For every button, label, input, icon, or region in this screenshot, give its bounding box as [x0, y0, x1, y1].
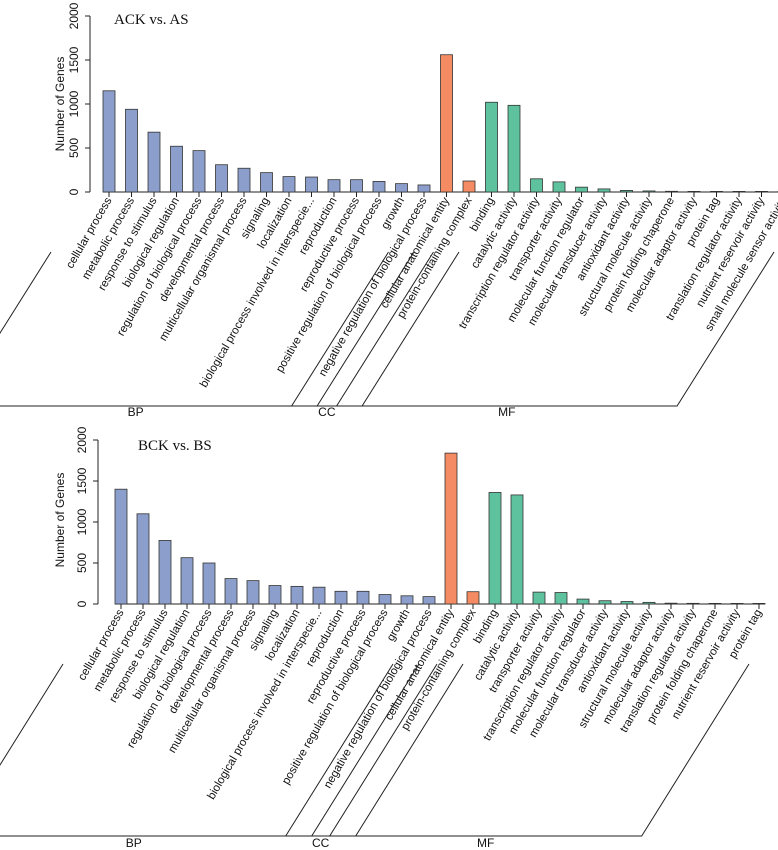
y-tick-label: 1000: [67, 90, 81, 117]
y-tick-label: 1500: [67, 46, 81, 73]
bar: [378, 594, 392, 605]
group-label: MF: [498, 405, 515, 419]
bar: [462, 180, 476, 193]
bar: [664, 602, 678, 605]
group-label: BP: [126, 836, 142, 850]
bar: [350, 179, 363, 193]
bar: [147, 131, 161, 193]
bar: [400, 595, 414, 605]
bar: [575, 186, 588, 193]
bar: [597, 188, 611, 193]
group-bracket: [335, 251, 775, 407]
y-tick-label: 0: [75, 600, 89, 607]
bar: [687, 190, 701, 193]
bar: [444, 452, 458, 605]
group-bracket: [328, 663, 750, 837]
bar: [290, 585, 304, 605]
group-bracket: [290, 251, 460, 407]
group-label: CC: [318, 405, 336, 419]
group-label: BP: [128, 405, 144, 419]
bar: [268, 585, 282, 605]
bar: [312, 586, 326, 605]
group-label: CC: [312, 836, 330, 850]
panel-bck-vs-bs: BCK vs. BS Number of Genes 0 500 1000 1500 2…: [0, 426, 766, 850]
bar: [752, 603, 766, 605]
panel-ack-vs-as: ACK vs. AS Number of Genes 0 500 1000 1500 2…: [0, 2, 778, 419]
bar: [125, 108, 138, 193]
bar: [708, 603, 722, 605]
y-tick-label: 1000: [75, 508, 89, 535]
bar: [422, 596, 436, 605]
y-tick-label: 1500: [75, 467, 89, 494]
bar: [417, 184, 431, 193]
bar: [260, 172, 273, 193]
bar: [102, 90, 116, 193]
group-bracket: [0, 663, 420, 837]
y-axis-label: Number of Genes: [53, 473, 67, 568]
group-bracket: [0, 251, 415, 407]
bar: [395, 183, 408, 193]
y-tick-label: 0: [67, 188, 81, 195]
bar: [686, 602, 700, 605]
bar: [327, 179, 341, 193]
y-tick-label: 500: [67, 138, 81, 158]
bar: [158, 540, 172, 605]
bar: [730, 603, 744, 605]
bar: [202, 562, 216, 605]
bar: [510, 494, 524, 605]
bar: [356, 590, 370, 605]
bar: [180, 557, 194, 605]
bar: [224, 578, 238, 605]
bar: [755, 190, 768, 193]
chart-title: BCK vs. BS: [138, 438, 212, 454]
chart-title: ACK vs. AS: [114, 12, 189, 28]
bar: [334, 590, 348, 605]
bar: [710, 190, 723, 193]
group-bracket: [284, 663, 464, 837]
bar: [466, 591, 480, 605]
bar: [576, 598, 590, 605]
bar: [440, 54, 453, 193]
bar: [642, 190, 656, 193]
bar: [192, 150, 206, 193]
y-tick-label: 2000: [75, 426, 89, 453]
bar: [554, 592, 568, 605]
bar: [620, 601, 634, 605]
y-tick-label: 500: [75, 553, 89, 573]
bar: [246, 580, 260, 605]
bar: [530, 178, 543, 193]
bar: [620, 190, 633, 193]
bar: [372, 181, 386, 193]
group-label: MF: [477, 836, 494, 850]
bar: [732, 190, 746, 193]
bar: [598, 600, 612, 605]
bar: [170, 145, 183, 193]
bar: [282, 176, 296, 193]
bar: [305, 176, 318, 193]
bar: [114, 488, 128, 605]
y-axis-label: Number of Genes: [53, 57, 67, 152]
y-tick-label: 2000: [67, 2, 81, 29]
bar: [532, 591, 546, 605]
bar: [136, 513, 150, 605]
bar: [488, 492, 502, 605]
bar: [552, 181, 566, 193]
bar: [507, 104, 521, 193]
bar: [237, 167, 251, 193]
bar: [215, 164, 228, 193]
bar: [485, 101, 498, 193]
bar: [642, 601, 656, 605]
bar: [665, 190, 678, 193]
